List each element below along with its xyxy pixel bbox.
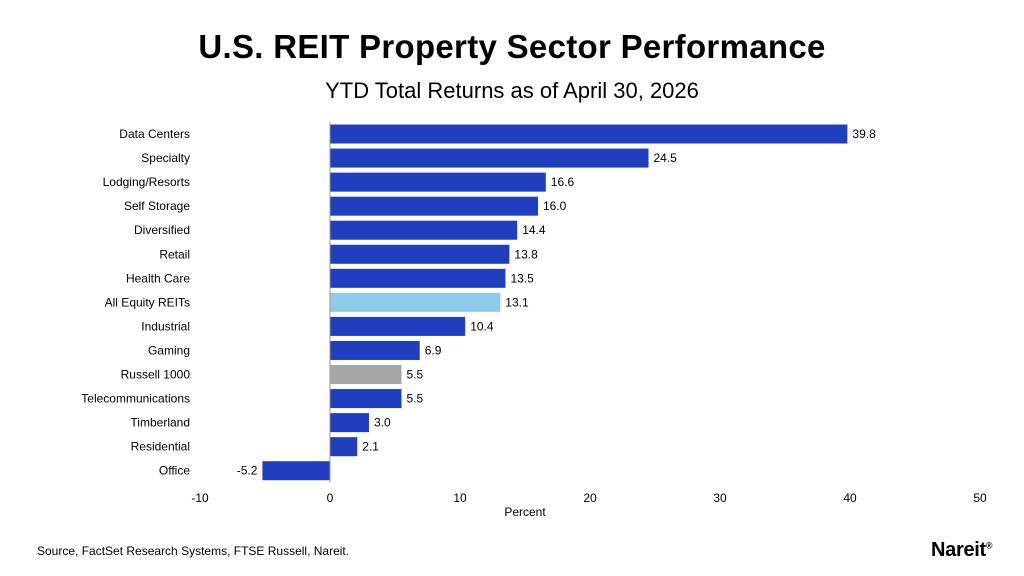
bar-6 [330,268,506,288]
category-label: All Equity REITs [105,295,190,309]
bar-8 [330,316,466,336]
value-label: 10.4 [470,319,494,333]
category-label: Retail [159,247,190,261]
x-tick-label: 30 [713,491,727,505]
logo-text: Nareit [931,539,986,561]
bar-1 [330,148,649,168]
x-tick-label: 10 [453,491,467,505]
value-label: 14.4 [522,223,546,237]
x-tick-label: 20 [583,491,597,505]
x-tick-label: 40 [843,491,857,505]
x-tick-label: 0 [327,491,334,505]
category-label: Industrial [141,319,190,333]
bar-0 [330,124,848,144]
value-label: 5.5 [407,392,424,406]
category-label: Office [159,464,190,478]
bar-12 [330,413,369,433]
category-label: Lodging/Resorts [103,175,190,189]
bar-9 [330,340,420,360]
category-label: Residential [131,440,190,454]
chart-subtitle: YTD Total Returns as of April 30, 2026 [325,78,699,103]
bar-11 [330,389,402,409]
value-label: 13.8 [514,247,538,261]
value-label: 39.8 [852,127,876,141]
x-tick-label: -10 [191,491,209,505]
source-note: Source, FactSet Research Systems, FTSE R… [37,544,350,558]
bar-13 [330,437,358,457]
chart-title: U.S. REIT Property Sector Performance [198,28,826,65]
value-label: 3.0 [374,416,391,430]
x-axis-label: Percent [504,505,546,519]
value-label: 13.1 [505,295,529,309]
bar-7 [330,292,501,312]
value-label: 16.6 [551,175,575,189]
value-label: -5.2 [237,464,258,478]
x-tick-label: 50 [973,491,987,505]
category-label: Russell 1000 [121,368,191,382]
value-label: 16.0 [543,199,567,213]
nareit-logo: Nareit® [931,539,993,562]
bar-2 [330,172,546,192]
logo-mark: ® [985,540,993,551]
category-label: Diversified [134,223,190,237]
bar-10 [330,365,402,385]
category-label: Specialty [141,151,190,165]
category-label: Health Care [126,271,190,285]
category-label: Timberland [130,416,190,430]
value-label: 6.9 [425,343,442,357]
category-label: Telecommunications [81,392,190,406]
labels-layer: Data Centers 39.8 Specialty 24.5 Lodging/Res… [81,127,876,478]
value-label: 24.5 [654,151,678,165]
value-label: 2.1 [362,440,379,454]
bar-3 [330,196,538,216]
bar-4 [330,220,518,240]
value-label: 5.5 [407,368,424,382]
bar-5 [330,244,510,264]
x-axis: -10 0 10 20 30 40 50 [191,491,987,505]
category-label: Self Storage [124,199,190,213]
category-label: Data Centers [119,127,190,141]
bar-14 [262,461,330,481]
value-label: 13.5 [511,271,535,285]
bars-layer [262,124,848,481]
category-label: Gaming [148,343,190,357]
